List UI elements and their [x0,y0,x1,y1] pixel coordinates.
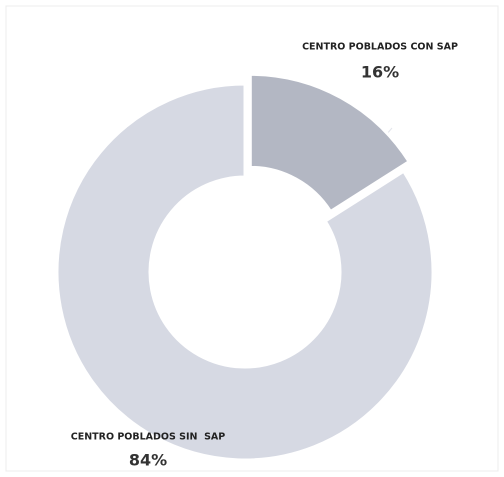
donut-slice [55,82,435,462]
frame [5,5,499,472]
slice-value-label: 16% [361,63,399,82]
slice-label: CENTRO POBLADOS SIN SAP [71,432,226,443]
slice-value-label: 84% [129,451,167,470]
donut-slice [248,72,412,214]
slice-label: CENTRO POBLADOS CON SAP [302,42,458,53]
